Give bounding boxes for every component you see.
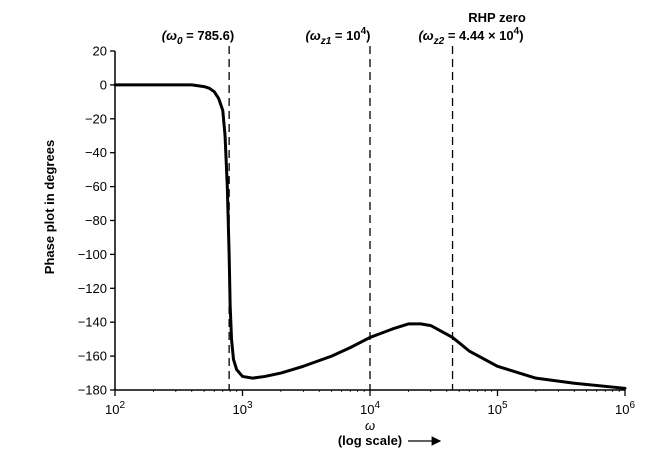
x-tick-label: 102 xyxy=(105,400,125,417)
x-axis-sublabel: (log scale) xyxy=(338,433,402,448)
y-tick-label: −40 xyxy=(85,145,107,160)
x-tick-label: 103 xyxy=(232,400,252,417)
rhp-zero-label: RHP zero xyxy=(468,10,526,25)
x-tick-label: 105 xyxy=(487,400,507,417)
y-tick-label: −140 xyxy=(78,315,107,330)
y-tick-label: 20 xyxy=(93,44,107,59)
y-tick-label: −120 xyxy=(78,281,107,296)
x-tick-label: 104 xyxy=(360,400,380,417)
frequency-marker-label: (ω0 = 785.6) xyxy=(162,28,234,47)
y-tick-label: −160 xyxy=(78,349,107,364)
y-axis-label: Phase plot in degrees xyxy=(42,140,57,274)
y-tick-label: −180 xyxy=(78,383,107,398)
y-tick-label: −100 xyxy=(78,247,107,262)
y-tick-label: −80 xyxy=(85,213,107,228)
x-tick-label: 106 xyxy=(615,400,635,417)
phase-curve xyxy=(113,83,627,390)
x-axis-label: ω xyxy=(365,418,375,433)
frequency-marker-label: (ωz1 = 104) xyxy=(306,26,371,47)
plot-area: 20 0 −20 −40 −60 −80 −100 −120 −140 −160 −180 102 10… xyxy=(78,10,636,417)
y-tick-label: −60 xyxy=(85,179,107,194)
y-tick-label: 0 xyxy=(100,77,107,92)
y-tick-label: −20 xyxy=(85,111,107,126)
frequency-marker-label: (ωz2 = 4.44 × 104) xyxy=(418,26,523,47)
